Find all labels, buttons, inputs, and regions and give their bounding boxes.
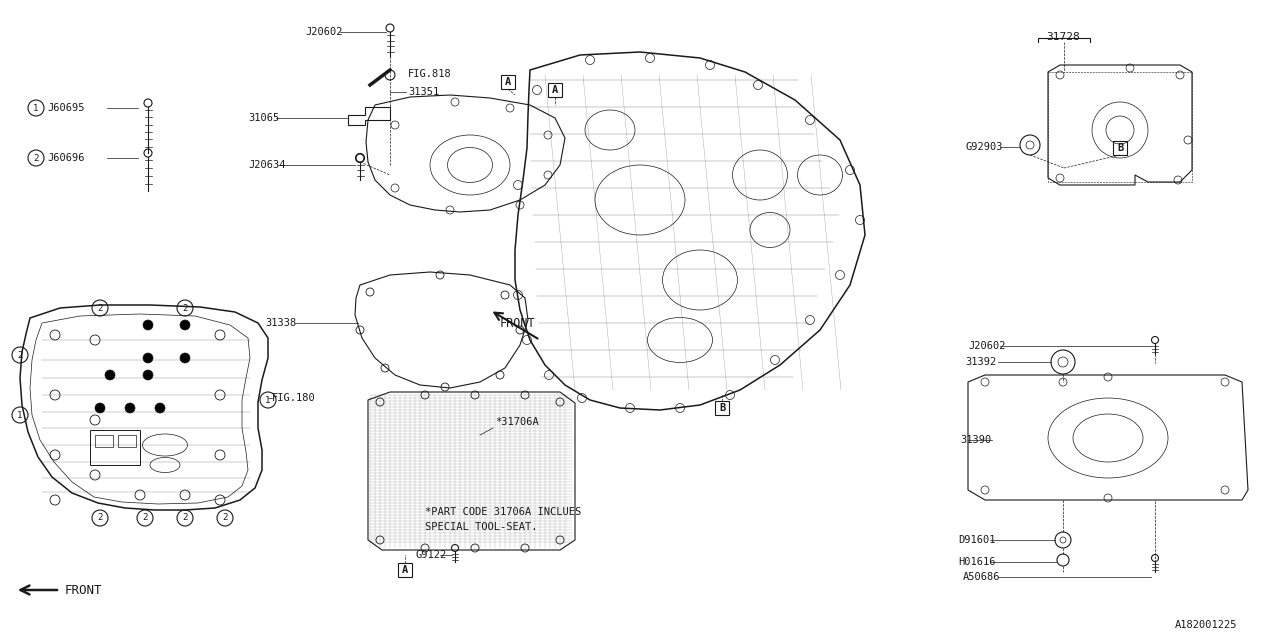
Circle shape	[125, 403, 134, 413]
Text: 31351: 31351	[408, 87, 439, 97]
Text: 2: 2	[142, 513, 147, 522]
Text: A: A	[402, 565, 408, 575]
Text: 1: 1	[18, 410, 23, 419]
Text: 31728: 31728	[1046, 32, 1080, 42]
Circle shape	[180, 353, 189, 363]
Circle shape	[143, 370, 154, 380]
Text: 2: 2	[182, 513, 188, 522]
Text: A: A	[552, 85, 558, 95]
Text: FIG.818: FIG.818	[408, 69, 452, 79]
Text: 31338: 31338	[265, 318, 296, 328]
Text: 2: 2	[97, 303, 102, 312]
Circle shape	[143, 353, 154, 363]
Text: J20634: J20634	[248, 160, 285, 170]
Circle shape	[180, 320, 189, 330]
Bar	[118, 435, 136, 447]
Circle shape	[155, 403, 165, 413]
Text: A50686: A50686	[963, 572, 1001, 582]
Text: 31390: 31390	[960, 435, 991, 445]
Text: SPECIAL TOOL-SEAT.: SPECIAL TOOL-SEAT.	[425, 522, 538, 532]
Text: J60696: J60696	[47, 153, 84, 163]
Bar	[716, 401, 730, 415]
Bar	[90, 430, 140, 465]
Text: 2: 2	[33, 154, 38, 163]
Circle shape	[105, 370, 115, 380]
Text: 2: 2	[18, 351, 23, 360]
Bar	[548, 83, 562, 97]
Bar	[398, 563, 412, 577]
Text: J20602: J20602	[968, 341, 1006, 351]
Text: *31706A: *31706A	[495, 417, 539, 427]
Text: G92903: G92903	[965, 142, 1002, 152]
Text: 2: 2	[223, 513, 228, 522]
Text: A182001225: A182001225	[1175, 620, 1238, 630]
Text: B: B	[1117, 143, 1123, 153]
Bar	[500, 75, 515, 89]
Text: A: A	[504, 77, 511, 87]
Text: H01616: H01616	[957, 557, 996, 567]
Text: 2: 2	[97, 513, 102, 522]
Circle shape	[143, 320, 154, 330]
Bar	[1114, 141, 1126, 155]
Text: *PART CODE 31706A INCLUES: *PART CODE 31706A INCLUES	[425, 507, 581, 517]
Text: 31392: 31392	[965, 357, 996, 367]
Text: J20602: J20602	[305, 27, 343, 37]
Text: 1: 1	[265, 396, 270, 404]
Text: FIG.180: FIG.180	[273, 393, 316, 403]
Text: FRONT: FRONT	[65, 584, 102, 596]
Text: FRONT: FRONT	[500, 317, 535, 330]
Text: G9122: G9122	[415, 550, 447, 560]
Text: B: B	[719, 403, 726, 413]
Text: 1: 1	[33, 104, 38, 113]
Text: J60695: J60695	[47, 103, 84, 113]
Bar	[95, 435, 113, 447]
Text: 2: 2	[182, 303, 188, 312]
Circle shape	[95, 403, 105, 413]
Text: D91601: D91601	[957, 535, 996, 545]
Text: 31065: 31065	[248, 113, 279, 123]
